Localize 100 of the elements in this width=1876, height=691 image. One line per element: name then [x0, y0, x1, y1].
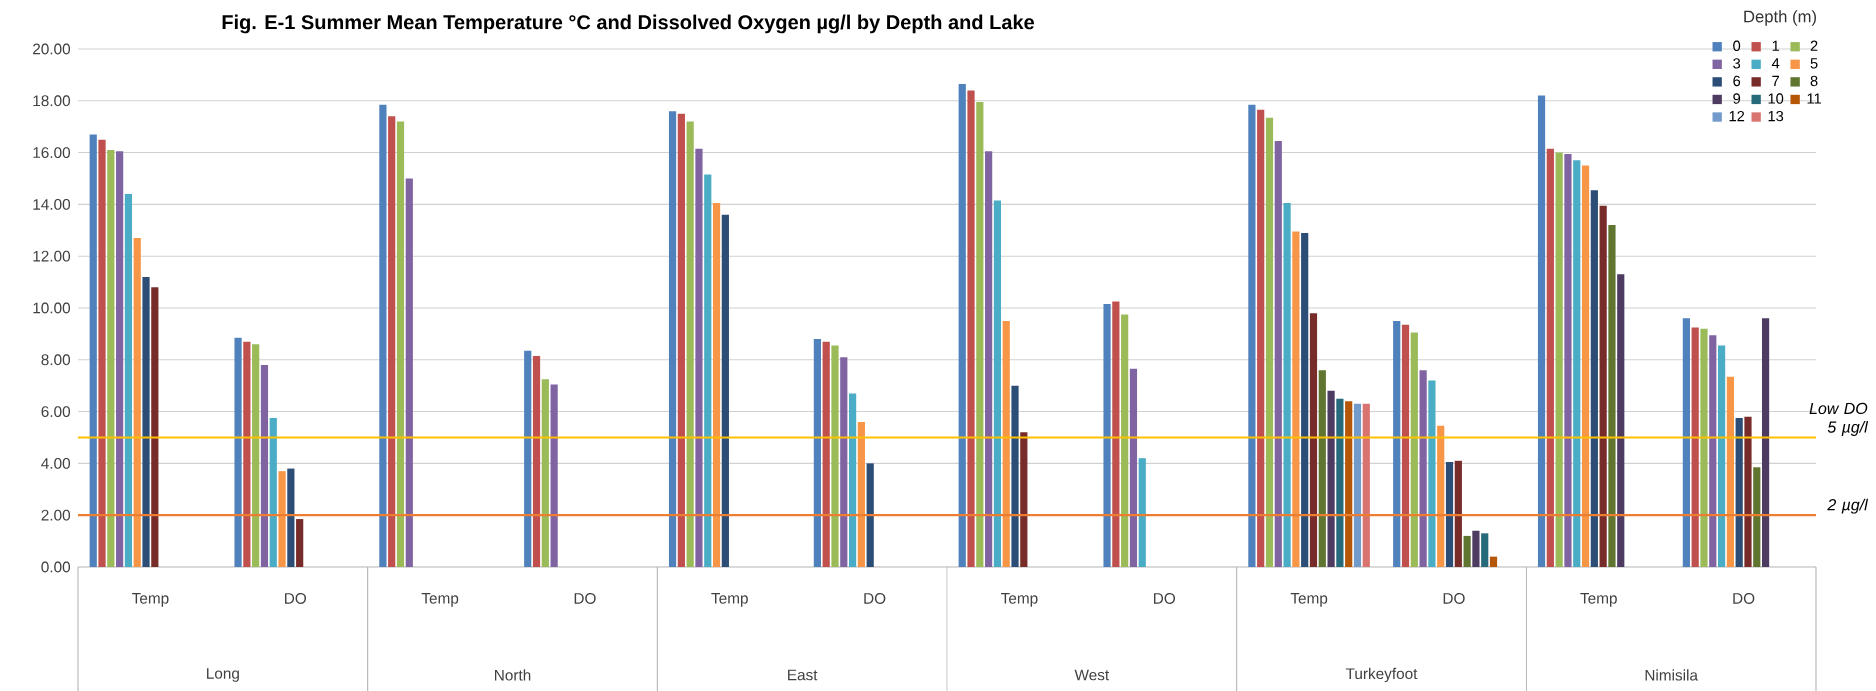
bar	[405, 178, 413, 567]
bar	[866, 463, 874, 567]
bar	[1121, 314, 1129, 567]
bar	[1590, 190, 1598, 567]
bar	[1445, 462, 1454, 567]
x-tick-label: Temp	[421, 593, 459, 607]
bar	[151, 287, 159, 567]
bar	[1410, 332, 1418, 567]
bar	[142, 276, 150, 567]
legend-label: 0	[1733, 40, 1741, 51]
bar	[1546, 148, 1554, 567]
bar	[1393, 320, 1401, 567]
bar	[1617, 274, 1625, 567]
bar	[840, 357, 848, 567]
bar	[976, 102, 984, 567]
y-tick-label: 6.00	[41, 406, 71, 418]
bar	[1353, 403, 1362, 567]
bar	[1537, 95, 1546, 567]
bar	[1257, 109, 1265, 567]
bar	[550, 384, 558, 567]
bar	[252, 344, 260, 567]
legend-label: 7	[1772, 75, 1779, 86]
bar	[1002, 320, 1010, 567]
y-tick-label: 0.00	[41, 561, 71, 573]
bar	[524, 350, 532, 567]
legend-title: Depth (m)	[1744, 10, 1816, 26]
bar	[712, 203, 721, 567]
y-tick-label: 2.00	[41, 509, 71, 521]
bar	[1401, 324, 1410, 567]
bar	[967, 90, 975, 567]
bar	[822, 341, 830, 567]
chart-title: Fig. E-1 Summer Mean Temperature °C and Dissolved Oxygen µg/l by Depth and Lake	[222, 14, 1035, 34]
bar	[1581, 165, 1590, 567]
bar	[1318, 370, 1326, 567]
legend-label: 8	[1810, 75, 1818, 87]
bar	[721, 214, 729, 567]
x-tick-label: DO	[1443, 593, 1465, 604]
text: West	[1074, 669, 1110, 681]
bar	[857, 421, 865, 567]
x-tick-label: DO	[1154, 593, 1176, 604]
x-tick-label: Temp	[1001, 593, 1038, 607]
bar	[107, 150, 115, 567]
bar	[1564, 153, 1572, 567]
y-tick-label: 20.00	[33, 43, 71, 55]
bar	[1103, 304, 1111, 567]
y-tick-label: 14.00	[33, 198, 71, 210]
x-tick-label: Temp	[711, 593, 748, 607]
text: Nimisila	[1645, 669, 1698, 681]
bar	[1555, 152, 1563, 567]
bar	[813, 339, 821, 567]
bar	[1309, 313, 1318, 567]
bar	[1292, 231, 1300, 567]
legend-label: 12	[1729, 110, 1745, 122]
bar	[98, 139, 106, 567]
bar	[269, 418, 277, 567]
bar	[396, 121, 405, 567]
y-tick-label: 8.00	[41, 354, 71, 366]
bar	[296, 519, 304, 567]
bar	[1112, 301, 1120, 567]
ref-line-label: 2 µg/l	[1827, 498, 1869, 514]
legend-label: 10	[1768, 93, 1784, 104]
x-tick-label: DO	[285, 593, 307, 604]
bar	[1735, 418, 1743, 567]
bar	[1020, 432, 1028, 567]
legend-label: 13	[1768, 110, 1784, 122]
bar	[1419, 370, 1427, 567]
bar	[532, 355, 541, 567]
bar	[243, 341, 251, 567]
bar	[1489, 556, 1498, 567]
x-tick-label: DO	[1733, 593, 1755, 604]
bar	[677, 113, 685, 567]
bar	[1700, 328, 1708, 567]
bar	[1744, 416, 1752, 567]
legend-label: 9	[1733, 93, 1741, 104]
bar	[1428, 380, 1436, 567]
bar	[1691, 327, 1699, 567]
bar	[1138, 458, 1146, 567]
bar	[1265, 117, 1274, 567]
bar	[116, 151, 124, 567]
bar	[234, 337, 242, 567]
bar	[848, 393, 857, 567]
legend-label: 11	[1807, 93, 1821, 104]
bar	[1481, 533, 1489, 567]
bar	[1327, 390, 1335, 567]
y-tick-label: 4.00	[41, 457, 71, 469]
legend-label: 3	[1733, 58, 1741, 69]
bar	[1682, 318, 1690, 567]
bar	[1608, 225, 1616, 567]
bar	[1717, 345, 1726, 567]
bar	[89, 134, 97, 567]
x-tick-label: DO	[574, 593, 596, 604]
bar	[124, 194, 133, 567]
text: Long	[207, 668, 239, 682]
bar	[993, 200, 1002, 567]
x-tick-label: DO	[864, 593, 886, 604]
bar	[1248, 104, 1256, 567]
legend-label: 1	[1772, 40, 1780, 51]
bar	[541, 379, 549, 567]
bar	[1362, 403, 1370, 567]
x-tick-label: Temp	[1290, 593, 1328, 607]
